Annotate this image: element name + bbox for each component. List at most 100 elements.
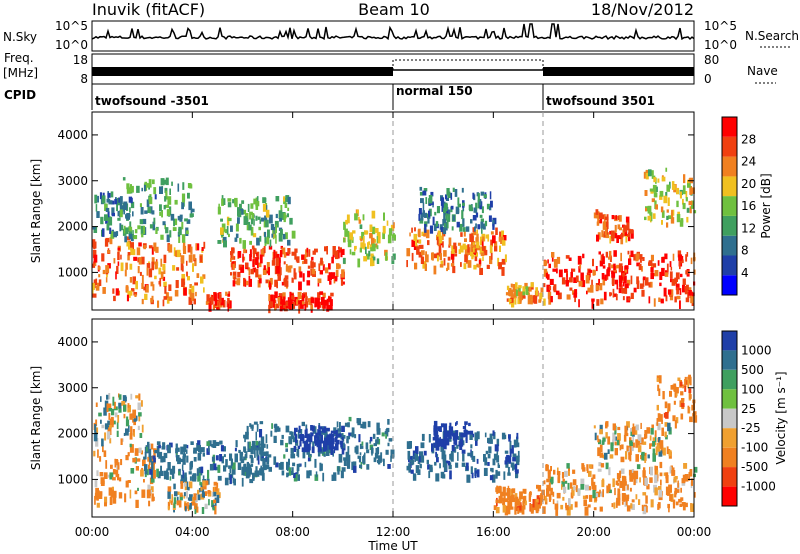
velocity-cell-seg8 [468,422,471,427]
power-cell-seg7 [223,240,227,248]
velocity-cell-seg5 [318,440,321,447]
velocity-cell-seg3 [167,490,171,499]
velocity-cell-seg10 [631,499,635,503]
velocity-cell-seg10 [587,486,591,491]
power-cell-seg9 [424,263,427,271]
power-cell-seg9 [436,236,439,245]
velocity-colorbar-tick: -25 [741,421,761,435]
power-cell-seg12 [621,288,625,294]
power-cell-seg3 [142,218,147,225]
velocity-cell-seg1 [108,393,111,400]
velocity-cell-seg6 [384,430,389,435]
power-cell-seg2 [176,249,181,258]
power-cell-seg1 [118,197,120,203]
power-cell-seg1 [92,226,96,230]
power-cell-seg1 [117,210,120,217]
power-cell-seg3 [189,184,193,189]
velocity-cell-seg4 [265,464,270,470]
velocity-cell-seg4 [340,470,344,479]
velocity-cell-seg10 [561,472,564,479]
velocity-cell-seg2 [246,461,249,469]
power-cell-seg12 [570,271,573,278]
power-cell-seg5 [281,247,286,255]
station-title: Inuvik (fitACF) [92,0,205,19]
power-cell-seg9 [462,243,466,250]
power-cell-seg1 [104,203,108,211]
velocity-cell-seg7 [442,456,446,462]
velocity-cell-seg10 [543,480,546,485]
velocity-cell-seg2 [249,454,253,459]
power-cell-seg5 [279,250,283,258]
power-cell-seg14 [683,174,686,184]
power-cell-seg7 [291,230,296,239]
velocity-cell-seg10 [544,495,547,502]
power-cell-seg7 [226,226,229,235]
velocity-cell-seg2 [143,456,146,460]
velocity-cell-seg0 [103,450,107,457]
velocity-cell-seg7 [412,456,416,460]
power-cell-seg14 [665,192,668,197]
power-cell-seg10 [461,210,464,220]
velocity-cell-seg11 [647,454,650,459]
power-cell-seg5 [311,256,314,261]
power-cell-seg2 [148,268,153,278]
power-cell-seg5 [230,251,233,260]
velocity-cell-seg12 [674,420,677,429]
velocity-cell-seg1 [121,401,126,406]
velocity-cell-seg10 [629,473,632,480]
power-cell-seg9 [447,262,450,270]
power-cell-seg3 [152,221,156,231]
power-cell-seg14 [655,204,658,210]
velocity-cell-seg7 [423,450,427,456]
velocity-cell-seg10 [633,470,635,480]
power-cell-seg4 [215,299,218,306]
velocity-cell-seg7 [467,452,471,457]
power-cell-seg9 [497,257,500,267]
velocity-cell-seg7 [461,449,466,454]
power-cell-seg3 [128,226,133,232]
power-cell-seg6 [276,303,280,309]
power-cell-seg12 [687,291,690,298]
velocity-cell-seg7 [406,441,411,449]
power-cell-seg7 [270,224,275,231]
velocity-cell-seg1 [127,403,130,408]
power-cell-seg5 [294,251,297,257]
velocity-cell-seg7 [488,446,492,454]
velocity-cell-seg12 [684,376,687,381]
power-cell-seg7 [275,213,278,219]
velocity-cell-seg11 [602,437,606,442]
velocity-cell-seg8 [464,423,467,432]
velocity-cell-seg8 [455,430,459,438]
power-cell-seg11 [517,298,522,304]
power-cell-seg10 [434,211,437,216]
power-cell-seg5 [276,253,280,261]
velocity-cell-seg7 [497,462,500,467]
velocity-cell-seg7 [421,433,425,441]
velocity-cell-seg0 [113,490,117,498]
velocity-cell-seg10 [556,471,561,475]
power-cell-seg13 [595,209,599,215]
power-cell-seg4 [218,302,221,311]
velocity-cell-seg2 [223,454,226,458]
power-cell-seg5 [319,270,323,275]
power-cell-seg9 [421,231,424,236]
power-cell-seg12 [650,267,654,273]
power-cell-seg0 [128,243,131,250]
velocity-cell-seg7 [474,470,479,474]
power-cell-seg9 [417,229,421,237]
power-cell-seg11 [508,288,512,296]
power-cell-seg7 [220,227,224,235]
velocity-cell-seg0 [107,474,111,478]
power-cell-seg10 [435,221,439,227]
power-cell-seg9 [409,232,411,237]
velocity-cell-seg6 [376,422,380,432]
power-cell-seg11 [515,289,518,297]
power-cell-seg12 [653,298,656,307]
power-cell-seg12 [579,257,582,265]
power-cell-seg7 [228,233,230,238]
velocity-cell-seg7 [515,469,519,474]
velocity-cell-seg9 [502,497,506,506]
power-cell-seg8 [386,220,389,226]
velocity-cell-seg12 [681,398,685,402]
